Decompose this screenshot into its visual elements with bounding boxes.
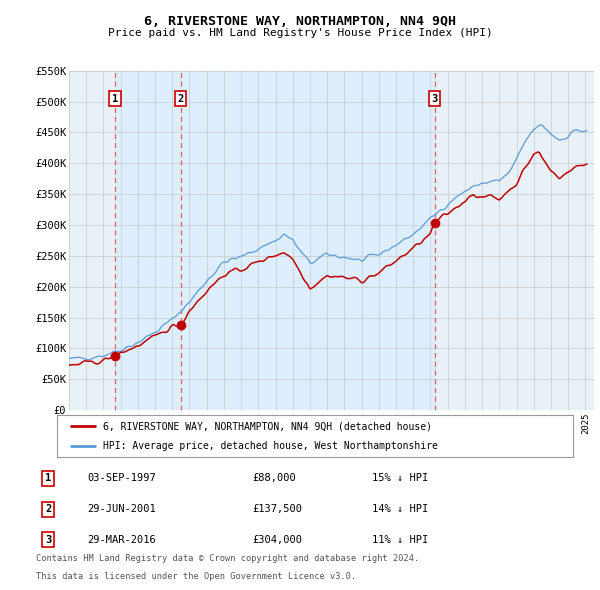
Text: 29-MAR-2016: 29-MAR-2016 xyxy=(87,535,156,545)
Text: 11% ↓ HPI: 11% ↓ HPI xyxy=(372,535,428,545)
Text: 3: 3 xyxy=(431,94,438,104)
Text: This data is licensed under the Open Government Licence v3.0.: This data is licensed under the Open Gov… xyxy=(36,572,356,581)
Text: £137,500: £137,500 xyxy=(252,504,302,514)
Text: 03-SEP-1997: 03-SEP-1997 xyxy=(87,474,156,483)
Text: 14% ↓ HPI: 14% ↓ HPI xyxy=(372,504,428,514)
Text: Contains HM Land Registry data © Crown copyright and database right 2024.: Contains HM Land Registry data © Crown c… xyxy=(36,555,419,563)
Text: 2: 2 xyxy=(45,504,51,514)
Text: 6, RIVERSTONE WAY, NORTHAMPTON, NN4 9QH: 6, RIVERSTONE WAY, NORTHAMPTON, NN4 9QH xyxy=(144,15,456,28)
Text: £88,000: £88,000 xyxy=(252,474,296,483)
Text: 1: 1 xyxy=(45,474,51,483)
Text: 15% ↓ HPI: 15% ↓ HPI xyxy=(372,474,428,483)
Text: HPI: Average price, detached house, West Northamptonshire: HPI: Average price, detached house, West… xyxy=(103,441,439,451)
Text: Price paid vs. HM Land Registry's House Price Index (HPI): Price paid vs. HM Land Registry's House … xyxy=(107,28,493,38)
Text: 6, RIVERSTONE WAY, NORTHAMPTON, NN4 9QH (detached house): 6, RIVERSTONE WAY, NORTHAMPTON, NN4 9QH … xyxy=(103,421,433,431)
Text: 3: 3 xyxy=(45,535,51,545)
Bar xyxy=(181,71,434,410)
Bar xyxy=(115,71,181,410)
Text: 2: 2 xyxy=(178,94,184,104)
Text: 1: 1 xyxy=(112,94,118,104)
Text: £304,000: £304,000 xyxy=(252,535,302,545)
Text: 29-JUN-2001: 29-JUN-2001 xyxy=(87,504,156,514)
